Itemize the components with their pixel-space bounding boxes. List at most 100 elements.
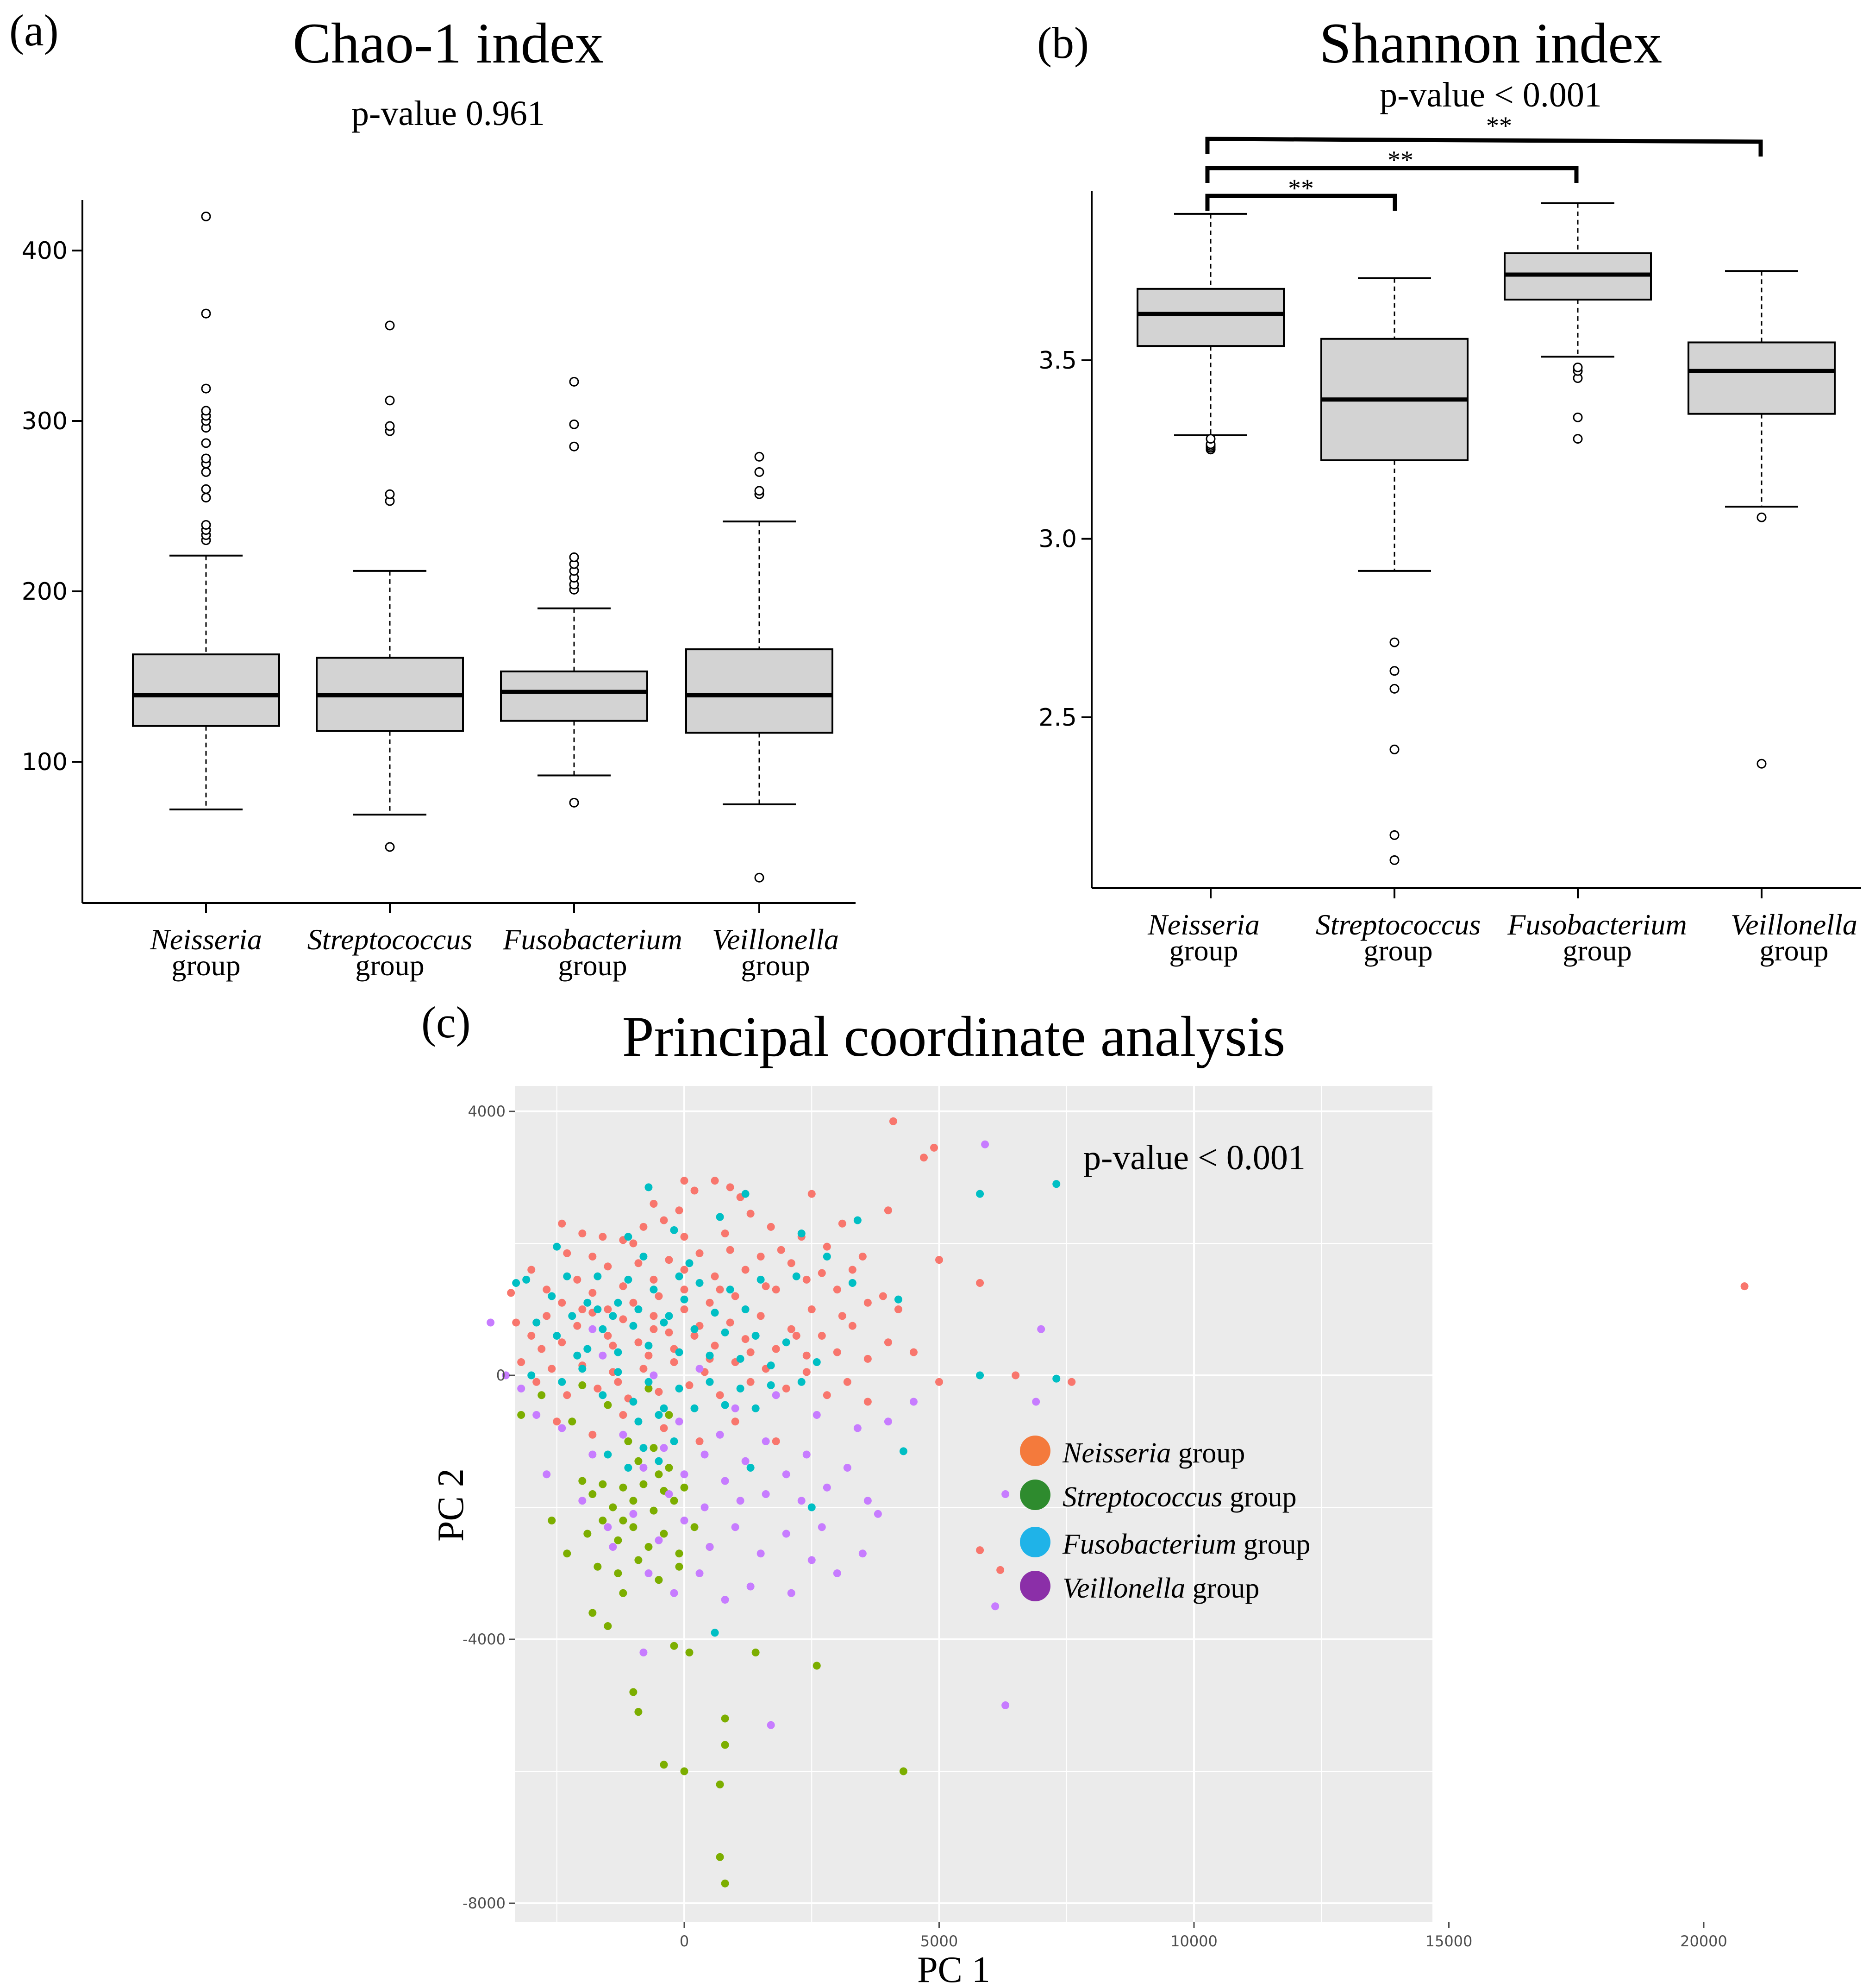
neisseria-point <box>665 1256 673 1264</box>
neisseria-point <box>619 1315 627 1323</box>
panel-label-c: (c) <box>421 997 471 1047</box>
pcoa-y-axis-label: PC 2 <box>431 1468 471 1542</box>
streptococcus-point <box>517 1411 525 1419</box>
neisseria-point <box>711 1272 719 1280</box>
neisseria-point <box>838 1219 846 1228</box>
streptococcus-point <box>619 1483 627 1492</box>
streptococcus-outlier <box>385 421 395 431</box>
neisseria-point <box>843 1378 851 1386</box>
fusobacterium-point <box>660 1404 668 1412</box>
fusobacterium-group-label: group <box>1563 934 1631 967</box>
streptococcus-point <box>563 1549 571 1558</box>
veillonella-point <box>588 1325 597 1333</box>
streptococcus-point <box>665 1464 673 1472</box>
panel-label-a: (a) <box>9 6 59 55</box>
fusobacterium-point <box>782 1338 790 1347</box>
fusobacterium-point <box>629 1398 638 1406</box>
neisseria-point <box>512 1318 520 1327</box>
veillonella-point <box>721 1477 729 1485</box>
neisseria-point <box>680 1305 688 1313</box>
fusobacterium-point <box>624 1464 632 1472</box>
neisseria-outlier <box>201 211 211 221</box>
y-tick-label: 0 <box>496 1367 506 1384</box>
neisseria-point <box>823 1242 831 1251</box>
fusobacterium-point <box>695 1279 704 1287</box>
streptococcus-outlier <box>385 489 395 499</box>
veillonella-point <box>588 1450 597 1459</box>
neisseria-point <box>543 1312 551 1320</box>
y-tick-label: -4000 <box>463 1631 506 1648</box>
streptococcus-label: Streptococcus <box>307 923 473 956</box>
streptococcus-point <box>588 1490 597 1498</box>
neisseria-point <box>756 1312 765 1320</box>
neisseria-point <box>650 1325 658 1333</box>
neisseria-point <box>777 1246 785 1254</box>
chao1-pvalue: p-value 0.961 <box>351 94 545 133</box>
neisseria-point <box>807 1305 816 1313</box>
neisseria-point <box>650 1275 658 1284</box>
legend-fusobacterium-suffix: group <box>1236 1529 1310 1560</box>
fusobacterium-point <box>813 1358 821 1366</box>
streptococcus-point <box>721 1714 729 1723</box>
streptococcus-point <box>634 1556 643 1564</box>
streptococcus-point <box>629 1688 638 1696</box>
neisseria-point <box>629 1298 638 1307</box>
streptococcus-label: Streptococcus <box>1316 908 1481 941</box>
fusobacterium-point <box>741 1190 750 1198</box>
streptococcus-point <box>599 1517 607 1524</box>
streptococcus-point <box>619 1589 627 1597</box>
streptococcus-point <box>614 1536 622 1544</box>
fusobacterium-point <box>578 1365 587 1373</box>
neisseria-point <box>731 1417 739 1426</box>
y-tick-label: 4000 <box>468 1103 506 1120</box>
fusobacterium-outlier <box>569 441 579 452</box>
neisseria-point <box>909 1348 918 1356</box>
fusobacterium-point <box>853 1216 862 1224</box>
neisseria-point <box>507 1289 515 1297</box>
fusobacterium-point <box>976 1190 984 1198</box>
fusobacterium-box <box>500 670 648 722</box>
bracket-neisseria-veillonella <box>1205 137 1763 157</box>
fusobacterium-point <box>650 1286 658 1294</box>
fusobacterium-point <box>553 1242 561 1251</box>
veillonella-point <box>782 1470 790 1479</box>
veillonella-outlier <box>754 467 764 477</box>
fusobacterium-point <box>690 1325 699 1333</box>
veillonella-point <box>695 1365 704 1373</box>
veillonella-group-label: group <box>741 949 810 982</box>
streptococcus-point <box>634 1708 643 1716</box>
streptococcus-point <box>583 1530 592 1538</box>
neisseria-point <box>772 1286 780 1294</box>
fusobacterium-point <box>848 1279 856 1287</box>
streptococcus-point <box>599 1480 607 1488</box>
neisseria-point <box>767 1223 775 1231</box>
neisseria-group-label: group <box>1169 934 1238 967</box>
neisseria-point <box>976 1279 984 1287</box>
fusobacterium-point <box>655 1457 663 1465</box>
veillonella-box <box>1688 341 1836 415</box>
fusobacterium-point <box>594 1272 602 1280</box>
neisseria-outlier <box>201 406 211 416</box>
veillonella-point <box>502 1371 510 1380</box>
neisseria-point <box>838 1312 846 1320</box>
veillonella-point <box>736 1497 744 1505</box>
legend-neisseria-label: Neisseria group <box>1062 1437 1245 1469</box>
veillonella-point <box>863 1497 872 1505</box>
streptococcus-point <box>655 1576 663 1584</box>
fusobacterium-point <box>792 1272 800 1280</box>
veillonella-point <box>517 1385 525 1392</box>
fusobacterium-point <box>797 1229 806 1238</box>
neisseria-point <box>1740 1282 1749 1291</box>
neisseria-point <box>996 1566 1005 1574</box>
veillonella-point <box>1032 1398 1040 1406</box>
neisseria-point <box>772 1345 780 1353</box>
neisseria-point <box>599 1233 607 1241</box>
streptococcus-point <box>721 1879 729 1888</box>
veillonella-point <box>981 1140 989 1148</box>
neisseria-point <box>746 1210 755 1218</box>
fusobacterium-point <box>756 1275 765 1284</box>
veillonella-point <box>746 1582 755 1591</box>
neisseria-point <box>558 1219 566 1228</box>
neisseria-point <box>517 1358 525 1366</box>
